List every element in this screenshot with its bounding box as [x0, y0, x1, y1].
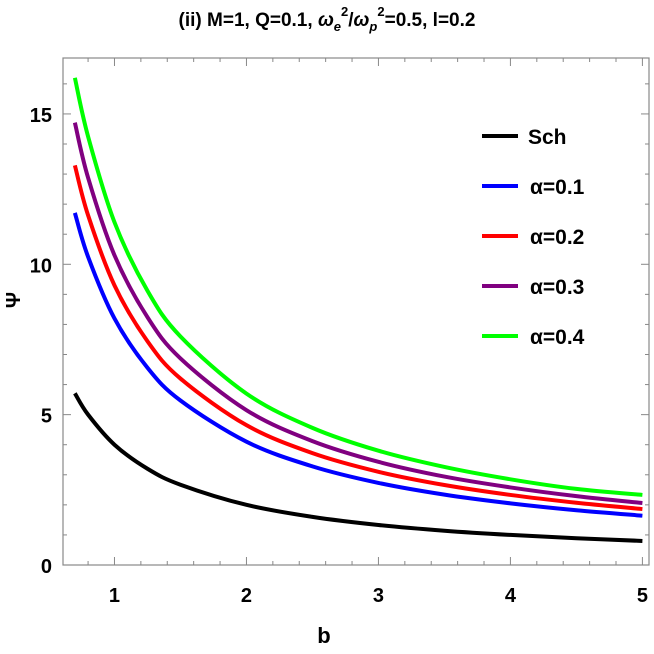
x-axis-label: b	[317, 623, 330, 648]
legend-label: α=0.4	[530, 326, 585, 349]
plot-frame	[62, 57, 650, 566]
y-tick-label: 15	[30, 105, 52, 127]
legend-label: Sch	[528, 126, 567, 149]
series-line-1	[72, 212, 643, 518]
x-tick-label: 5	[637, 585, 648, 607]
y-tick-label: 0	[41, 556, 52, 578]
y-tick-label: 5	[41, 406, 52, 428]
x-tick-label: 2	[241, 585, 252, 607]
legend-label: α=0.1	[530, 176, 585, 199]
y-tick-label: 10	[30, 255, 52, 277]
x-tick-label: 4	[505, 585, 517, 607]
series-line-3	[72, 122, 643, 506]
legend-label: α=0.3	[530, 276, 584, 299]
chart-title: (ii) M=1, Q=0.1, ωe2/ωp2=0.5, l=0.2	[179, 4, 476, 34]
legend-label: α=0.2	[530, 226, 584, 249]
series-line-2	[72, 164, 643, 512]
x-tick-label: 3	[373, 585, 384, 607]
series-line-0	[73, 392, 643, 543]
x-tick-label: 1	[109, 585, 120, 607]
legend: Sch α=0.1 α=0.2 α=0.3 α=0.4	[482, 126, 585, 349]
series-line-4	[72, 77, 643, 497]
y-axis-label: Ψ	[3, 292, 25, 308]
